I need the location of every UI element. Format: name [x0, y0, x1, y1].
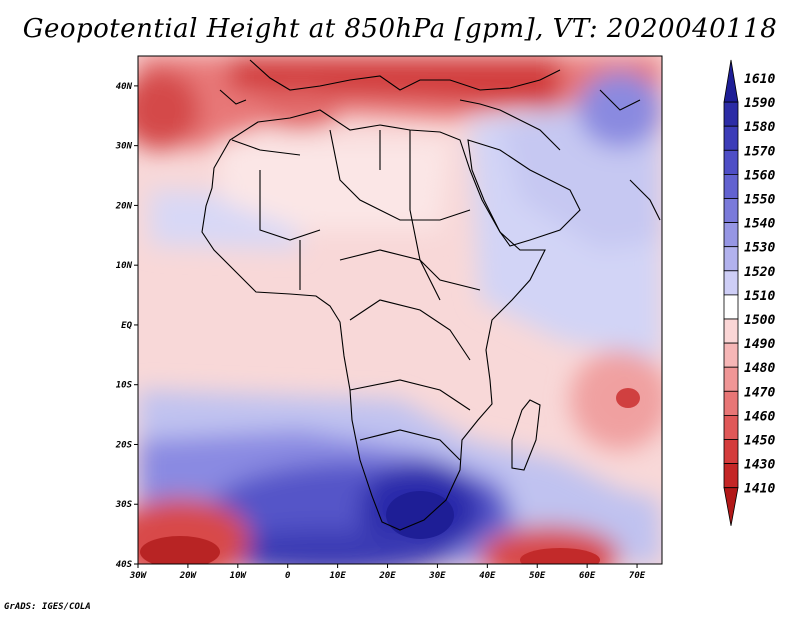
legend-level-label: 1550	[744, 193, 775, 208]
lon-tick-label: 10W	[230, 571, 248, 581]
lat-tick-label: 20S	[115, 440, 133, 450]
legend-swatch	[723, 463, 739, 489]
legend-level-label: 1560	[744, 168, 775, 183]
legend-swatch	[723, 222, 739, 248]
legend-swatch	[723, 59, 739, 103]
low-center	[616, 388, 640, 408]
latitude-axis: 40N 30N 20N 10N EQ 10S 20S 30S 40S	[115, 82, 138, 570]
legend-swatch	[723, 487, 739, 526]
legend-level-label: 1580	[744, 120, 775, 135]
legend-swatch	[723, 198, 739, 224]
lat-tick-label: 30N	[115, 142, 133, 152]
legend-level-label: 1590	[744, 96, 775, 111]
legend-level-label: 1540	[744, 217, 775, 232]
legend-level-label: 1470	[744, 385, 775, 400]
legend-swatch	[723, 173, 739, 199]
lon-tick-label: 40E	[479, 571, 496, 581]
legend-level-label: 1490	[744, 337, 775, 352]
legend-level-label: 1460	[744, 409, 775, 424]
lon-tick-label: 20E	[378, 571, 396, 581]
legend-swatch	[723, 125, 739, 151]
legend-level-label: 1510	[744, 289, 775, 304]
lon-tick-label: 30E	[428, 571, 446, 581]
lat-tick-label: 40S	[116, 560, 133, 570]
legend-swatch	[723, 414, 739, 440]
legend-level-label: 1570	[744, 144, 775, 159]
legend-swatch	[723, 270, 739, 296]
legend-level-label: 1480	[744, 361, 775, 376]
lat-tick-label: 10N	[116, 261, 133, 271]
coastlines	[201, 59, 661, 531]
legend-level-label: 1450	[744, 434, 775, 449]
lon-tick-label: 20W	[179, 571, 198, 581]
lon-tick-label: 70E	[629, 571, 646, 581]
legend-swatch	[723, 390, 739, 416]
legend-level-label: 1530	[744, 241, 775, 256]
lat-tick-label: 10S	[116, 381, 133, 391]
legend-swatch	[723, 439, 739, 465]
legend-swatch	[723, 342, 739, 368]
legend-level-label: 1410	[744, 482, 775, 497]
legend-swatch	[723, 294, 739, 320]
lat-tick-label: EQ	[121, 321, 132, 331]
legend-swatch	[723, 246, 739, 272]
lon-tick-label: 0	[285, 571, 291, 581]
legend-swatch	[723, 366, 739, 392]
lon-tick-label: 10E	[329, 571, 346, 581]
map-title: Geopotential Height at 850hPa [gpm], VT:…	[22, 14, 778, 44]
legend-level-label: 1520	[744, 265, 775, 280]
legend-level-label: 1500	[744, 313, 775, 328]
legend-level-label: 1430	[744, 458, 775, 473]
longitude-axis: 30W 20W 10W 0 10E 20E 30E 40E 50E 60E 70E	[129, 564, 646, 581]
colorbar-legend: 1610 1590 1580 1570 1560 1550 1540 1530 1520 1510…	[723, 59, 775, 526]
lon-tick-label: 50E	[529, 571, 546, 581]
lon-tick-label: 60E	[579, 571, 596, 581]
legend-swatch	[723, 149, 739, 175]
lon-tick-label: 30W	[129, 571, 148, 581]
lat-tick-label: 20N	[115, 201, 133, 211]
legend-level-label: 1610	[744, 72, 775, 87]
lat-tick-label: 40N	[116, 82, 133, 92]
grads-credit: GrADS: IGES/COLA	[4, 602, 91, 612]
height-field	[138, 56, 662, 564]
plot-frame	[137, 55, 663, 565]
lat-tick-label: 30S	[115, 500, 133, 510]
legend-swatch	[723, 101, 739, 127]
legend-swatch	[723, 318, 739, 344]
